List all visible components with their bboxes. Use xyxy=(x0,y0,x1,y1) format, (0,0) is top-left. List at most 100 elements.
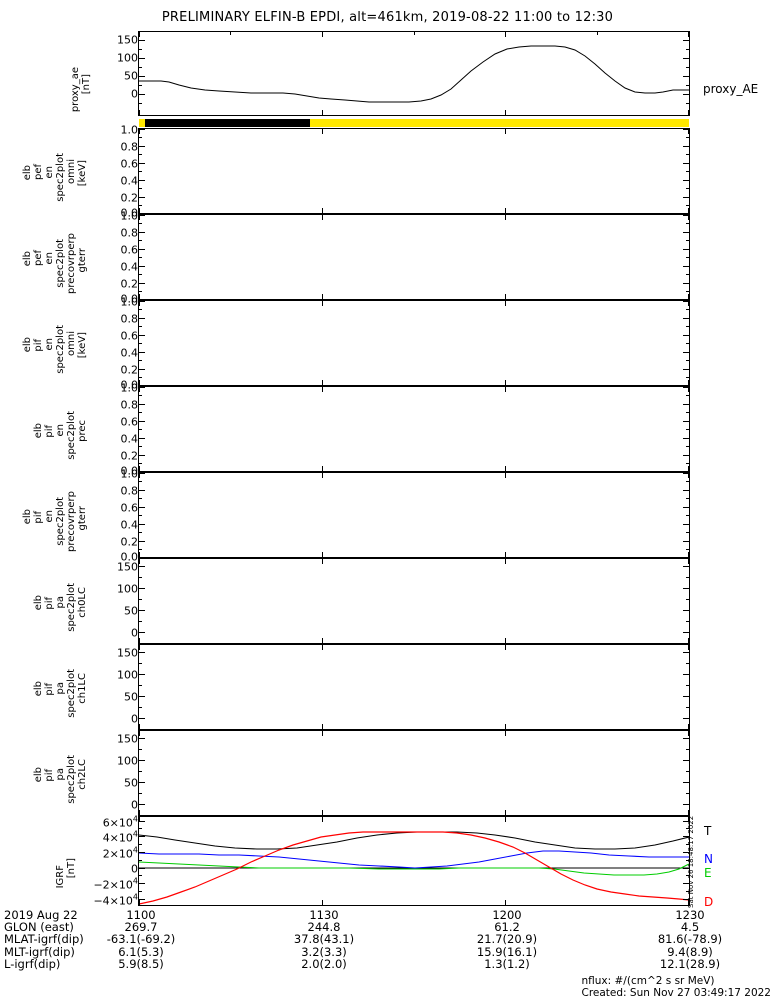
ytick-label: 0.0 xyxy=(120,378,139,392)
ytick-label: 1.0 xyxy=(120,123,139,137)
panel-pif-pa-ch0lc-ylabel: elb pif pa spec2plot ch0LC xyxy=(33,558,96,644)
ytick-label: 0.0 xyxy=(120,206,139,220)
ylabel-word: [keV] xyxy=(77,159,88,186)
footer-nflux: nflux: #/(cm^2 s sr MeV) xyxy=(581,975,715,987)
row-value: 1.3(1.2) xyxy=(484,956,530,971)
ylabel-word: pif xyxy=(44,597,55,610)
ytick-label: 0.0 xyxy=(120,464,139,478)
ylabel-word: IGRF xyxy=(55,864,66,888)
panel-pif-pa-ch2lc-ylabel: elb pif pa spec2plot ch2LC xyxy=(33,730,96,816)
ylabel-word: spec2plot xyxy=(55,497,66,546)
ylabel-word: spec2plot xyxy=(66,583,77,632)
legend-item-e: E xyxy=(704,866,712,880)
ylabel-word: elb xyxy=(33,594,44,610)
row-label: 2019 Aug 22 xyxy=(4,908,78,922)
footer-notes: nflux: #/(cm^2 s sr MeV) Created: Sun No… xyxy=(581,975,772,999)
ylabel-word: elb xyxy=(33,422,44,438)
row-value: 2.0(2.0) xyxy=(301,956,347,971)
ytick-label: 0.2 xyxy=(120,191,139,205)
ylabel-word: precovrperp xyxy=(66,491,77,552)
footer-created: Created: Sun Nov 27 03:49:17 2022 xyxy=(581,986,772,999)
ytick-label: −2×104 xyxy=(93,876,138,892)
panel-pif-en-precovrperp-ylabel: elb pif en spec2plot precovrperp gterr xyxy=(22,472,96,558)
ylabel-word: ch1LC xyxy=(77,673,88,704)
row-value: 244.8 xyxy=(307,920,341,935)
ylabel-word: elb xyxy=(33,680,44,696)
ytick-label: 0.6 xyxy=(120,415,139,429)
panel-pif-en-omni-ylabel: elb pif en spec2plot omni [keV] xyxy=(22,300,96,386)
ylabel-word: ch0LC xyxy=(77,587,88,618)
panel-pif-en-precovrperp-yticks: 1.0 0.8 0.6 0.4 0.2 0.0 xyxy=(4,469,139,563)
row-value: 37.8(43.1) xyxy=(293,932,355,947)
ytick-label: 0 xyxy=(131,862,138,876)
panel-pef-en-precovrperp-ylabel: elb pef en spec2plot precovrperp gterr xyxy=(22,214,96,300)
panel-pif-pa-ch0lc xyxy=(138,558,690,644)
legend-item-t: T xyxy=(704,824,712,838)
ylabel-word: omni xyxy=(66,159,77,184)
row-value: 15.9(16.1) xyxy=(476,944,538,959)
ytick-label: 0.8 xyxy=(120,226,139,240)
ylabel-word: precovrperp xyxy=(66,233,77,294)
ytick-label: 0 xyxy=(131,712,138,726)
ytick-label: 0.0 xyxy=(120,550,139,564)
panel-pef-en-precovrperp-yticks: 1.0 0.8 0.6 0.4 0.2 0.0 xyxy=(4,211,139,305)
row-value: 1230 xyxy=(675,908,705,922)
table-row: MLAT-igrf(dip) -63.1(-69.2) 37.8(43.1) 2… xyxy=(0,933,775,945)
created-timestamp-vertical: Sat Nov 26 18:48:17 2022 xyxy=(687,815,695,908)
ytick-label: 50 xyxy=(124,776,138,790)
ytick-label: 1.0 xyxy=(120,381,139,395)
ylabel-word: pif xyxy=(33,511,44,524)
ylabel-word: ch2LC xyxy=(77,759,88,790)
ytick-label: 0.2 xyxy=(120,363,139,377)
ytick-label: 100 xyxy=(117,668,138,682)
ytick-label: 0.6 xyxy=(120,157,139,171)
ytick-label: 0.4 xyxy=(120,346,139,360)
table-row: GLON (east) 269.7 244.8 61.2 4.5 xyxy=(0,921,775,933)
panel-pif-pa-ch2lc xyxy=(138,730,690,816)
page-title: PRELIMINARY ELFIN-B EPDI, alt=461km, 201… xyxy=(161,10,614,25)
legend-item-d: D xyxy=(704,895,714,909)
ytick-label: 50 xyxy=(124,69,138,83)
ytick-label: 0.8 xyxy=(120,312,139,326)
panel-pef-en-omni-ylabel: elb pef en spec2plot omni [keV] xyxy=(22,128,96,214)
panel-pef-en-omni xyxy=(138,128,690,214)
panel-igrf-yticks: 6×104 4×104 2×104 0 −2×104 −4×104 xyxy=(4,815,138,908)
panel-pif-en-omni xyxy=(138,300,690,386)
ytick-label: 0.4 xyxy=(120,518,139,532)
row-value: 81.6(-78.9) xyxy=(657,932,723,947)
ylabel-word: pa xyxy=(55,595,66,608)
panel-igrf-ylabel: IGRF [nT] xyxy=(55,826,85,896)
ytick-label: −4×104 xyxy=(93,892,138,908)
ytick-label: 50 xyxy=(124,604,138,618)
ylabel-word: pif xyxy=(33,339,44,352)
row-value: 21.7(20.9) xyxy=(476,932,538,947)
row-value: 1130 xyxy=(309,908,339,922)
ylabel-word: prec xyxy=(77,420,88,442)
ytick-label: 150 xyxy=(117,732,138,746)
ylabel-word: en xyxy=(44,251,55,265)
ylabel-word: en xyxy=(44,165,55,179)
ylabel-word: elb xyxy=(22,508,33,524)
ylabel-word: pa xyxy=(55,681,66,694)
panel-pif-en-omni-yticks: 1.0 0.8 0.6 0.4 0.2 0.0 xyxy=(4,297,139,391)
ylabel-word: pif xyxy=(44,683,55,696)
ytick-label: 0 xyxy=(131,798,138,812)
panel-pif-en-prec xyxy=(138,386,690,472)
ytick-label: 0.8 xyxy=(120,398,139,412)
panel-proxy-ae-yticks: 150 100 50 0 xyxy=(4,31,138,116)
table-row: 2019 Aug 22 1100 1130 1200 1230 xyxy=(0,909,775,921)
ytick-label: 0 xyxy=(131,626,138,640)
ylabel-word: pif xyxy=(44,425,55,438)
panel-pif-pa-ch0lc-yticks: 150 100 50 0 xyxy=(4,558,138,644)
proxy-ae-right-label: proxy_AE xyxy=(703,82,759,96)
row-label: MLT-igrf(dip) xyxy=(4,944,75,959)
panel-pif-pa-ch1lc xyxy=(138,644,690,730)
ylabel-word: en xyxy=(44,337,55,351)
ylabel-word: elb xyxy=(22,250,33,266)
row-value: 3.2(3.3) xyxy=(301,944,347,959)
ytick-label: 150 xyxy=(117,646,138,660)
ytick-label: 4×104 xyxy=(102,829,138,845)
ytick-label: 0.6 xyxy=(120,501,139,515)
ylabel-word: gterr xyxy=(77,247,88,272)
ylabel-word: gterr xyxy=(77,505,88,530)
